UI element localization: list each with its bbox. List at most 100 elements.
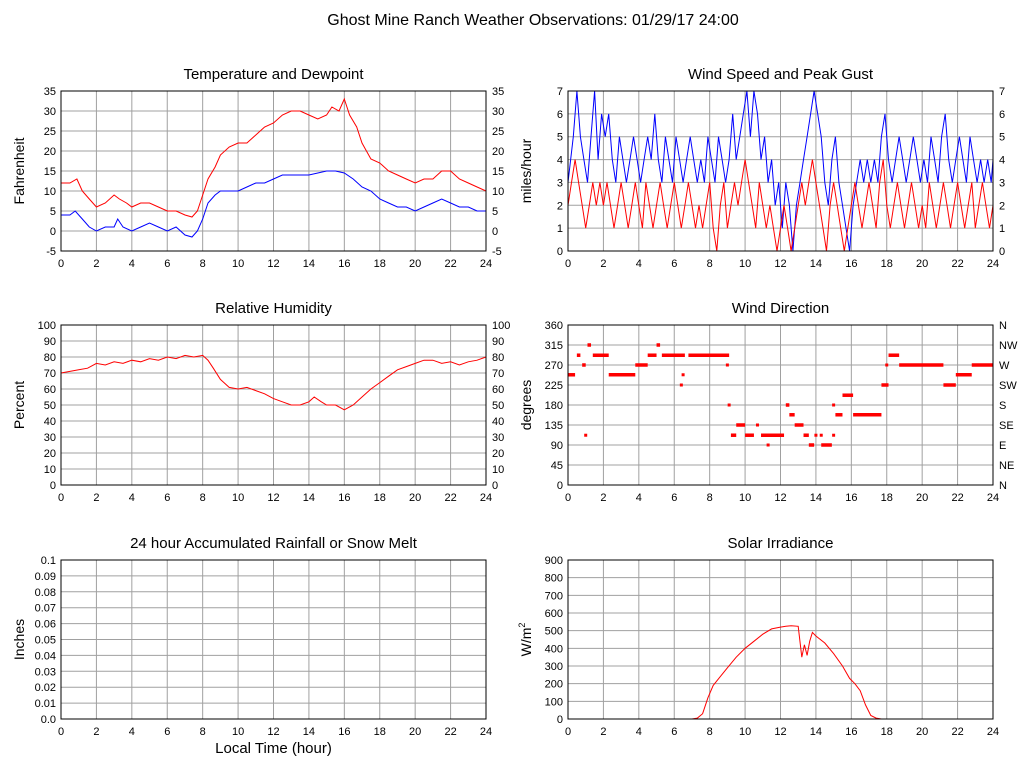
x-tick-label: 0	[565, 258, 571, 270]
y-tick-label-right: 80	[492, 352, 504, 364]
y-tick-label: 30	[44, 106, 56, 118]
y-tick-label: 10	[44, 186, 56, 198]
x-tick-label: 12	[267, 258, 279, 270]
y-tick-label: 90	[44, 336, 56, 348]
x-tick-label: 22	[951, 726, 963, 738]
y-tick-label-right: 2	[999, 200, 1005, 212]
y-tick-label-right: 100	[492, 320, 510, 332]
y-tick-label-right: 70	[492, 368, 504, 380]
y-tick-label-right: 10	[492, 464, 504, 476]
x-tick-label: 20	[916, 726, 928, 738]
chart-title: Relative Humidity	[215, 300, 332, 317]
y-tick-label: 0.03	[35, 666, 56, 678]
x-tick-label: 6	[164, 258, 170, 270]
x-tick-label: 6	[164, 492, 170, 504]
y-tick-label: 20	[44, 448, 56, 460]
y-tick-label: 7	[557, 86, 563, 98]
y-tick-label-right: 35	[492, 86, 504, 98]
plot-frame	[567, 90, 994, 252]
x-tick-label: 6	[671, 726, 677, 738]
x-tick-label: 20	[916, 258, 928, 270]
y-tick-label: 0.01	[35, 698, 56, 710]
x-tick-label: 22	[444, 726, 456, 738]
x-tick-label: 24	[987, 726, 999, 738]
x-tick-label: 12	[267, 492, 279, 504]
y-tick-label-right: 6	[999, 109, 1005, 121]
x-tick-label: 16	[845, 726, 857, 738]
x-tick-label: 14	[303, 258, 315, 270]
chart-title: Solar Irradiance	[728, 535, 834, 552]
plot-frame	[60, 559, 487, 720]
x-tick-label: 14	[810, 492, 822, 504]
y-tick-label: 0.1	[41, 555, 56, 567]
x-tick-label: 0	[565, 726, 571, 738]
y-tick-label: 100	[545, 696, 563, 708]
x-tick-label: 16	[338, 258, 350, 270]
x-tick-label: 6	[671, 258, 677, 270]
x-tick-label: 8	[707, 726, 713, 738]
y-axis-label: Inches	[11, 619, 27, 660]
x-tick-label: 18	[374, 726, 386, 738]
y-tick-label: 500	[545, 626, 563, 638]
y-tick-label: 2	[557, 200, 563, 212]
x-tick-label: 4	[129, 726, 135, 738]
x-tick-label: 22	[444, 492, 456, 504]
y-tick-label-right: 60	[492, 384, 504, 396]
x-tick-label: 2	[93, 492, 99, 504]
y-tick-label-right: 30	[492, 432, 504, 444]
y-tick-label-right: 1	[999, 223, 1005, 235]
y-tick-label: 800	[545, 573, 563, 585]
x-tick-label: 2	[600, 492, 606, 504]
y-tick-label-right: SE	[999, 420, 1014, 432]
y-tick-label-right: 90	[492, 336, 504, 348]
x-tick-label: 2	[600, 258, 606, 270]
y-tick-label: 35	[44, 86, 56, 98]
y-tick-label-right: N	[999, 320, 1007, 332]
x-tick-label: 4	[129, 492, 135, 504]
x-tick-label: 14	[303, 492, 315, 504]
direction-point	[766, 443, 770, 447]
y-tick-label: 0	[557, 714, 563, 726]
y-tick-label: 1	[557, 223, 563, 235]
plot-frame	[567, 324, 994, 486]
y-tick-label: 40	[44, 416, 56, 428]
y-tick-label: 20	[44, 146, 56, 158]
y-tick-label: 0.06	[35, 619, 56, 631]
series-line-solar-0	[568, 625, 993, 720]
chart-title: 24 hour Accumulated Rainfall or Snow Mel…	[130, 535, 418, 552]
y-tick-label: 0.07	[35, 603, 56, 615]
x-tick-label: 22	[444, 258, 456, 270]
x-tick-label: 6	[671, 492, 677, 504]
y-tick-label: 225	[545, 380, 563, 392]
page-title: Ghost Mine Ranch Weather Observations: 0…	[327, 12, 739, 29]
y-tick-label: 15	[44, 166, 56, 178]
x-tick-label: 14	[303, 726, 315, 738]
x-tick-label: 12	[774, 258, 786, 270]
x-tick-label: 8	[200, 258, 206, 270]
x-tick-label: 8	[200, 726, 206, 738]
chart-temp: 0 2 4 6 8 10 12 14 16 18 20 22 24-505101520253035-50…	[11, 66, 504, 270]
x-tick-label: 16	[845, 258, 857, 270]
chart-rain: 0 2 4 6 8 10 12 14 16 18 20 22 240.00.010.020.030.04…	[11, 535, 492, 757]
y-tick-label: 0.08	[35, 587, 56, 599]
y-tick-label: -5	[46, 246, 56, 258]
y-tick-label: 80	[44, 352, 56, 364]
y-tick-label: 0	[50, 226, 56, 238]
y-tick-label-right: W	[999, 360, 1010, 372]
direction-point	[885, 363, 889, 367]
y-tick-label: 315	[545, 340, 563, 352]
x-tick-label: 12	[774, 492, 786, 504]
x-tick-label: 4	[129, 258, 135, 270]
chart-title: Wind Speed and Peak Gust	[688, 66, 874, 83]
x-tick-label: 18	[881, 726, 893, 738]
y-tick-label: 0	[557, 246, 563, 258]
x-tick-label: 8	[707, 492, 713, 504]
x-tick-label: 0	[565, 492, 571, 504]
chart-wind: 0 2 4 6 8 10 12 14 16 18 20 22 240123456701234567Win…	[518, 66, 1005, 270]
y-tick-label: 0.0	[41, 714, 56, 726]
y-tick-label-right: 4	[999, 155, 1005, 167]
x-tick-label: 10	[739, 726, 751, 738]
direction-point	[725, 363, 729, 367]
y-tick-label-right: E	[999, 440, 1006, 452]
x-tick-label: 8	[200, 492, 206, 504]
